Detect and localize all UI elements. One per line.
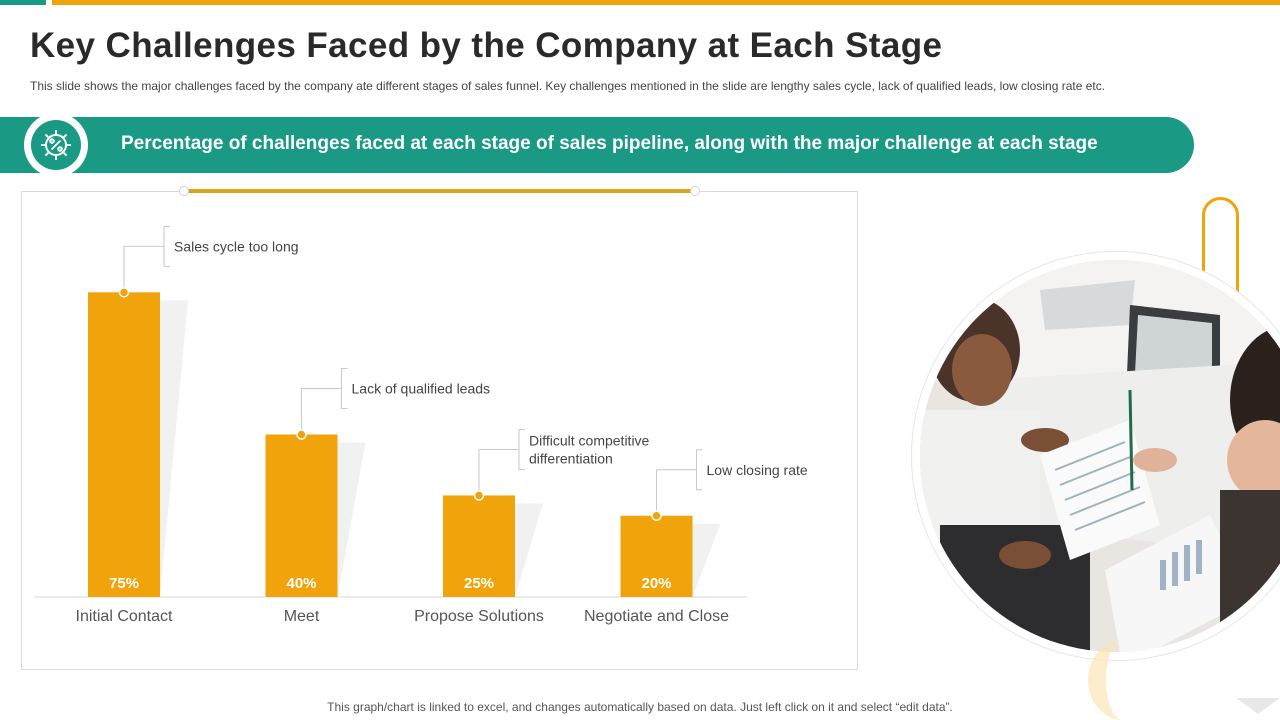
footer-note: This graph/chart is linked to excel, and… <box>327 700 953 714</box>
bar-value-label: 75% <box>109 575 139 592</box>
business-meeting-photo <box>912 252 1280 660</box>
bar-value-label: 25% <box>464 575 494 592</box>
annotation-text: Difficult competitive differentiation <box>529 432 650 466</box>
category-label: Propose Solutions <box>414 608 544 625</box>
decorative-corner <box>1236 698 1280 714</box>
annotation-bracket <box>696 449 703 491</box>
annotation-text: Sales cycle too long <box>174 238 299 254</box>
banner-text: Percentage of challenges faced at each s… <box>121 133 1098 154</box>
annotation-dot <box>651 510 662 521</box>
annotation-bracket <box>341 368 348 409</box>
annotation-leader-line <box>123 245 164 293</box>
annotation-text-line: differentiation <box>529 450 613 466</box>
annotation-text: Low closing rate <box>707 462 808 478</box>
bar-shadow <box>337 442 366 597</box>
page-subtitle: This slide shows the major challenges fa… <box>30 79 1106 93</box>
annotation-text-line: Difficult competitive <box>529 432 650 448</box>
top-accent-teal <box>0 0 46 5</box>
annotation-text-line: Lack of qualified leads <box>352 381 491 397</box>
page-title: Key Challenges Faced by the Company at E… <box>30 26 943 65</box>
bar-shadow <box>515 503 543 597</box>
annotation-leader-line <box>656 469 697 516</box>
bar <box>265 434 338 597</box>
annotation-dot <box>473 490 485 501</box>
annotation-text: Lack of qualified leads <box>352 381 491 397</box>
percent-gear-icon <box>24 113 88 177</box>
annotation-bracket <box>518 428 525 470</box>
annotation-text-line: Sales cycle too long <box>174 238 299 254</box>
category-label: Meet <box>284 608 320 625</box>
annotation-bracket <box>163 225 170 267</box>
chart-top-dot-left <box>179 186 189 196</box>
annotation-dot <box>296 429 307 440</box>
bar-shadow <box>692 523 721 597</box>
annotation-leader-line <box>301 388 342 435</box>
annotation-leader-line <box>478 448 519 496</box>
bar <box>443 495 515 597</box>
bar <box>620 515 693 597</box>
chart-top-dot-right <box>690 186 700 196</box>
category-label: Negotiate and Close <box>584 608 729 625</box>
bar-value-label: 20% <box>641 575 671 592</box>
bar-shadow <box>160 300 188 597</box>
banner <box>0 117 1194 173</box>
annotation-text-line: Low closing rate <box>707 462 808 478</box>
category-label: Initial Contact <box>76 608 173 625</box>
bar-chart: 75% Initial Contact Sales cycle too long 40… <box>34 225 808 625</box>
decorative-arc <box>1088 640 1158 720</box>
annotation-dot <box>118 287 130 298</box>
bar-value-label: 40% <box>286 575 316 592</box>
top-accent-gold <box>52 0 1280 5</box>
chart-top-accent-line <box>184 189 695 193</box>
bar <box>88 292 160 597</box>
